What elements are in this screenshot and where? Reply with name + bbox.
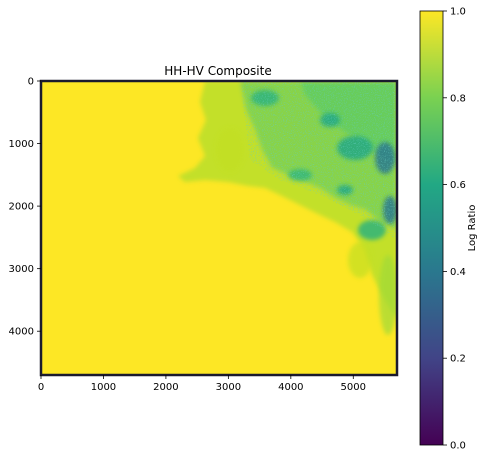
x-axis: 0 1000 2000 3000 4000 5000 bbox=[38, 375, 366, 393]
x-tick-label: 4000 bbox=[278, 382, 303, 393]
colorbar-tick-label: 0.8 bbox=[450, 93, 466, 104]
x-tick-label: 2000 bbox=[153, 382, 178, 393]
y-tick-label: 2000 bbox=[9, 202, 34, 213]
colorbar-tick-label: 1.0 bbox=[450, 7, 466, 18]
colorbar-tick-label: 0.6 bbox=[450, 180, 466, 191]
y-tick-label: 3000 bbox=[9, 264, 34, 275]
colorbar-label: Log Ratio bbox=[467, 205, 478, 252]
colorbar-tick-label: 0.4 bbox=[450, 267, 466, 278]
x-tick-label: 5000 bbox=[341, 382, 366, 393]
x-tick-label: 3000 bbox=[216, 382, 241, 393]
y-tick-label: 0 bbox=[28, 77, 34, 88]
colorbar-axis: 0.0 0.2 0.4 0.6 0.8 1.0 bbox=[443, 7, 466, 452]
colorbar-tick-label: 0.0 bbox=[450, 441, 466, 452]
x-tick-label: 0 bbox=[38, 382, 44, 393]
heatmap-image bbox=[41, 81, 397, 375]
x-tick-label: 1000 bbox=[91, 382, 116, 393]
colorbar bbox=[419, 10, 444, 446]
plot-frame bbox=[39, 79, 399, 377]
heatmap-light-green-speckle bbox=[216, 128, 397, 335]
chart-title: HH-HV Composite bbox=[164, 64, 271, 78]
y-tick-label: 4000 bbox=[9, 327, 34, 338]
y-axis: 0 1000 2000 3000 4000 bbox=[9, 77, 41, 338]
y-tick-label: 1000 bbox=[9, 139, 34, 150]
colorbar-tick-label: 0.2 bbox=[450, 354, 466, 365]
